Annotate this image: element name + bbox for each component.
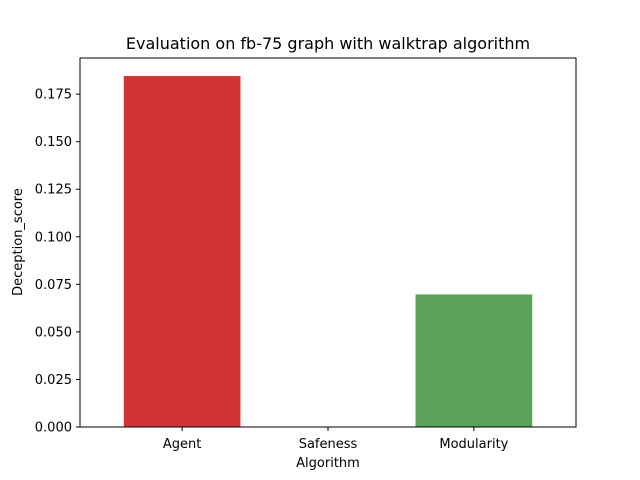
y-tick-label: 0.125: [35, 183, 72, 198]
y-axis: 0.000 0.025 0.050 0.075 0.100 0.125 0.150 0.175: [35, 88, 80, 436]
bars-group: [123, 76, 533, 428]
y-tick-label: 0.100: [35, 230, 72, 245]
x-tick-label: Safeness: [299, 437, 358, 452]
x-tick-label: Modularity: [439, 437, 508, 452]
y-axis-label: Deception_score: [11, 188, 26, 296]
y-tick-label: 0.000: [35, 421, 72, 436]
y-tick-label: 0.175: [35, 88, 72, 103]
y-tick-label: 0.050: [35, 325, 72, 340]
plot-frame: [79, 57, 577, 428]
bar-modularity: [415, 294, 533, 427]
y-tick-label: 0.150: [35, 135, 72, 150]
x-axis: Agent Safeness Modularity: [163, 427, 509, 452]
bar-agent: [123, 76, 241, 428]
y-tick-label: 0.025: [35, 373, 72, 388]
chart-title: Evaluation on fb-75 graph with walktrap …: [126, 34, 530, 53]
y-tick-label: 0.075: [35, 278, 72, 293]
x-axis-label: Algorithm: [296, 456, 360, 471]
x-tick-label: Agent: [163, 437, 201, 452]
